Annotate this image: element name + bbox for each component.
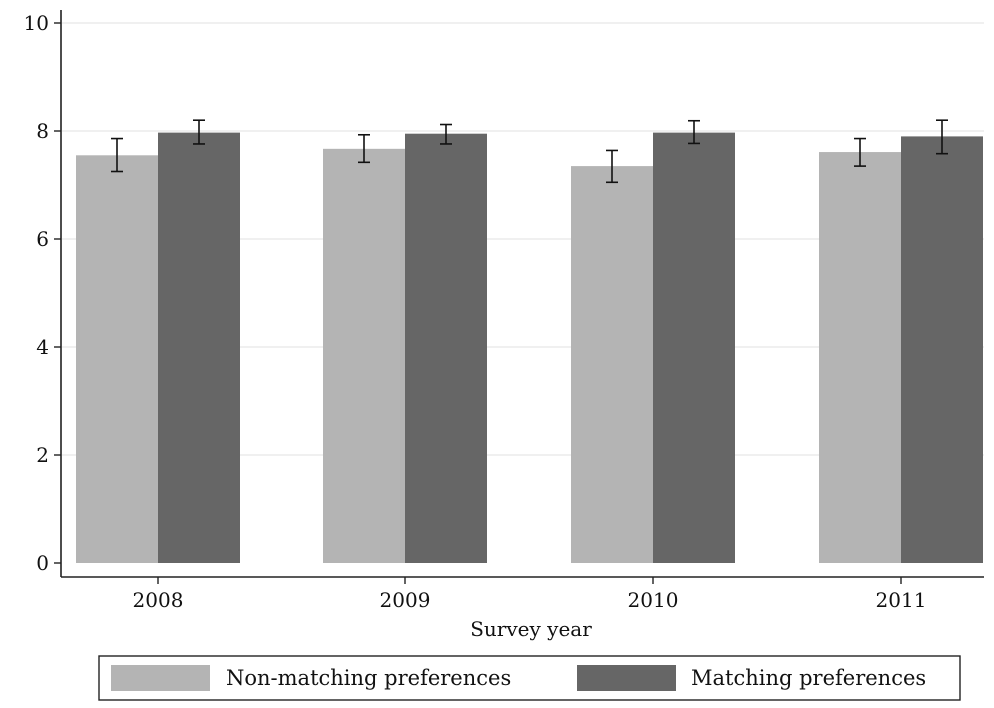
y-tick-label: 6 (36, 227, 49, 251)
y-tick-label: 8 (36, 119, 49, 143)
y-tick-label: 2 (36, 443, 49, 467)
y-tick-label: 4 (36, 335, 49, 359)
legend-box (98, 655, 961, 701)
error-bars (111, 119, 948, 184)
legend-swatch-non-matching (111, 665, 210, 691)
x-tick-label: 2010 (628, 588, 679, 612)
legend-label-non-matching: Non-matching preferences (226, 666, 511, 690)
y-ticks: 0 2 4 6 8 10 (24, 11, 61, 575)
x-tick-label: 2008 (133, 588, 184, 612)
x-tick-label: 2009 (380, 588, 431, 612)
legend-label-matching: Matching preferences (691, 666, 926, 690)
y-tick-label: 0 (36, 551, 49, 575)
bar-non-matching-2010 (571, 166, 653, 563)
x-tick-label: 2011 (876, 588, 927, 612)
bar-non-matching-2009 (323, 148, 405, 563)
bar-matching-2011 (901, 136, 983, 563)
y-tick-label: 10 (24, 11, 49, 35)
x-ticks: 2008 2009 2010 2011 (133, 577, 927, 612)
bar-matching-2008 (158, 132, 240, 563)
x-axis-title: Survey year (470, 617, 592, 641)
bar-matching-2009 (405, 133, 487, 563)
legend-swatch-matching (577, 665, 676, 691)
bar-non-matching-2008 (76, 155, 158, 564)
legend: Non-matching preferences Matching prefer… (98, 655, 961, 701)
axes (60, 10, 984, 578)
bar-matching-2010 (653, 132, 735, 563)
bars (76, 132, 983, 564)
bar-non-matching-2011 (819, 152, 901, 563)
